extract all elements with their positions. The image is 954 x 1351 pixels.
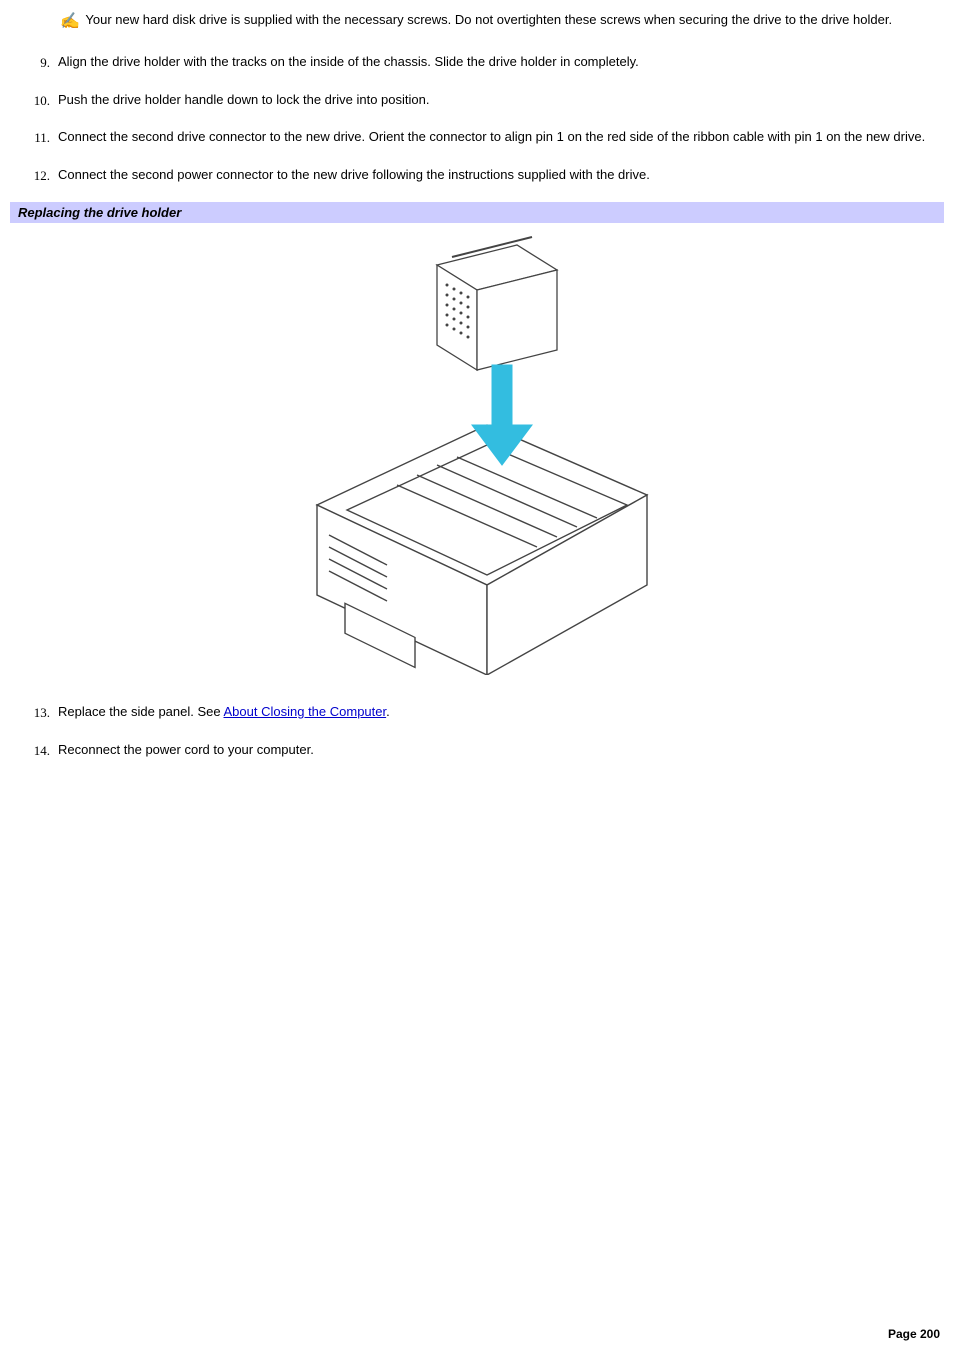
step-text: Replace the side panel. See About Closin… <box>58 704 390 719</box>
note-text: Your new hard disk drive is supplied wit… <box>85 12 892 27</box>
page-number: Page 200 <box>888 1327 940 1341</box>
step-text: Push the drive holder handle down to loc… <box>58 92 429 107</box>
list-item: 13. Replace the side panel. See About Cl… <box>58 702 934 722</box>
drive-install-illustration <box>287 235 667 675</box>
list-item: 14. Reconnect the power cord to your com… <box>58 740 934 760</box>
about-closing-link[interactable]: About Closing the Computer <box>224 704 387 719</box>
step-number: 12. <box>20 166 50 186</box>
step-text: Reconnect the power cord to your compute… <box>58 742 314 757</box>
step-text: Connect the second drive connector to th… <box>58 129 925 144</box>
step-text-post: . <box>386 704 390 719</box>
step-number: 11. <box>20 128 50 148</box>
section-heading: Replacing the drive holder <box>10 202 944 223</box>
step-number: 14. <box>20 741 50 761</box>
list-item: 9. Align the drive holder with the track… <box>58 52 934 72</box>
step-text: Connect the second power connector to th… <box>58 167 650 182</box>
step-text: Align the drive holder with the tracks o… <box>58 54 639 69</box>
list-item: 11. Connect the second drive connector t… <box>58 127 934 147</box>
step-list-upper: 9. Align the drive holder with the track… <box>10 52 944 184</box>
list-item: 12. Connect the second power connector t… <box>58 165 934 185</box>
note-block: ✍ Your new hard disk drive is supplied w… <box>60 10 944 34</box>
step-number: 10. <box>20 91 50 111</box>
step-number: 9. <box>20 53 50 73</box>
figure-drive-holder <box>10 235 944 678</box>
step-number: 13. <box>20 703 50 723</box>
list-item: 10. Push the drive holder handle down to… <box>58 90 934 110</box>
step-text-pre: Replace the side panel. See <box>58 704 224 719</box>
pencil-icon: ✍ <box>60 10 82 34</box>
step-list-lower: 13. Replace the side panel. See About Cl… <box>10 702 944 759</box>
